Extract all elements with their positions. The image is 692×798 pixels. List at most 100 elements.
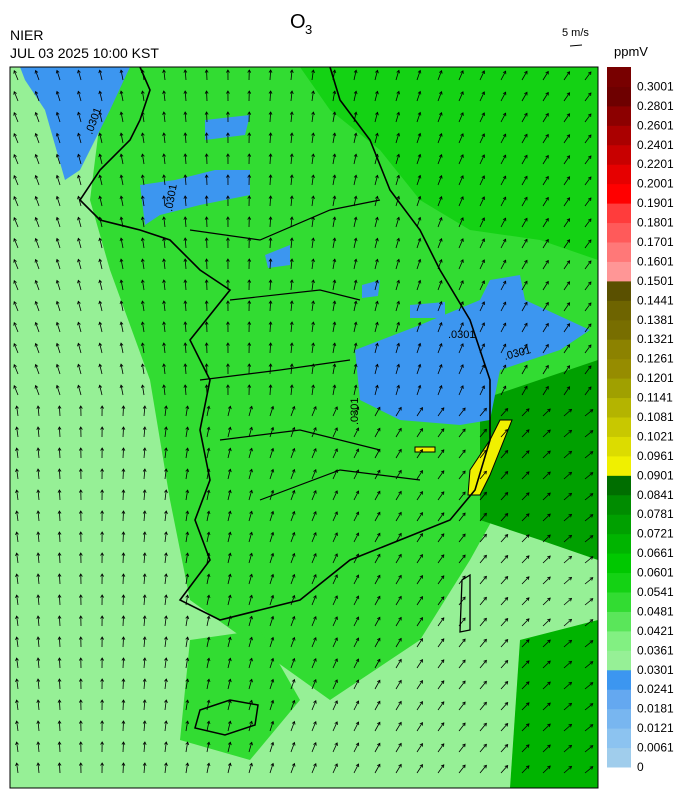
wind-arrowhead bbox=[291, 678, 296, 683]
wind-arrowhead bbox=[375, 216, 379, 221]
wind-arrowhead bbox=[481, 91, 485, 95]
wind-arrowhead bbox=[98, 363, 103, 368]
wind-arrowhead bbox=[525, 450, 530, 454]
wind-arrowhead bbox=[36, 405, 41, 409]
wind-arrowhead bbox=[504, 659, 509, 664]
wind-arrowhead bbox=[185, 573, 190, 578]
wind-arrowhead bbox=[525, 744, 530, 748]
wind-arrow bbox=[332, 133, 336, 144]
wind-arrowhead bbox=[504, 743, 509, 748]
wind-arrowhead bbox=[589, 598, 594, 602]
wind-arrow bbox=[353, 574, 359, 585]
wind-arrowhead bbox=[291, 531, 296, 536]
colorbar-label: 0.0601 bbox=[637, 566, 674, 580]
wind-arrow bbox=[122, 636, 124, 648]
wind-arrow bbox=[185, 679, 189, 690]
wind-arrow bbox=[290, 763, 295, 774]
wind-arrowhead bbox=[140, 279, 145, 284]
wind-arrowhead bbox=[396, 216, 401, 221]
wind-arrow bbox=[248, 511, 253, 522]
wind-arrowhead bbox=[55, 300, 60, 305]
wind-arrowhead bbox=[377, 532, 381, 537]
wind-arrowhead bbox=[227, 447, 232, 452]
wind-arrow bbox=[269, 469, 274, 480]
wind-arrowhead bbox=[504, 449, 509, 454]
wind-arrowhead bbox=[502, 301, 507, 306]
wind-arrow bbox=[521, 386, 528, 396]
wind-arrow bbox=[56, 238, 61, 249]
wind-arrowhead bbox=[291, 405, 296, 410]
wind-arrowhead bbox=[162, 363, 166, 367]
wind-arrowhead bbox=[377, 658, 381, 663]
wind-arrow bbox=[269, 342, 272, 354]
wind-arrow bbox=[332, 70, 336, 81]
wind-arrowhead bbox=[332, 258, 337, 263]
wind-arrow bbox=[479, 364, 485, 375]
wind-arrow bbox=[374, 722, 381, 732]
wind-arrowhead bbox=[206, 468, 211, 473]
wind-arrow bbox=[437, 280, 442, 291]
wind-arrowhead bbox=[332, 384, 337, 389]
wind-arrowhead bbox=[100, 720, 104, 724]
wind-arrow bbox=[13, 175, 19, 186]
wind-arrowhead bbox=[311, 258, 315, 263]
wind-arrow bbox=[35, 112, 40, 123]
wind-arrowhead bbox=[57, 657, 62, 661]
wind-arrowhead bbox=[311, 321, 315, 326]
wind-arrow bbox=[563, 302, 570, 312]
wind-arrowhead bbox=[57, 741, 62, 745]
wind-arrowhead bbox=[524, 175, 528, 180]
wind-arrowhead bbox=[440, 575, 445, 579]
wind-arrow bbox=[37, 700, 40, 711]
wind-arrowhead bbox=[204, 321, 209, 325]
wind-arrow bbox=[563, 386, 570, 396]
wind-arrow bbox=[374, 301, 378, 312]
wind-arrow bbox=[437, 196, 442, 207]
wind-arrow bbox=[164, 553, 167, 564]
wind-arrow bbox=[500, 175, 506, 186]
wind-arrowhead bbox=[140, 111, 145, 116]
wind-arrow bbox=[374, 617, 381, 627]
wind-arrowhead bbox=[524, 238, 528, 243]
wind-arrow bbox=[500, 534, 508, 543]
wind-arrowhead bbox=[375, 279, 379, 284]
wind-arrowhead bbox=[183, 69, 188, 73]
wind-arrow bbox=[16, 763, 19, 774]
wind-arrowhead bbox=[98, 153, 103, 158]
wind-arrowhead bbox=[164, 489, 168, 493]
wind-arrowhead bbox=[15, 594, 19, 599]
wind-arrow bbox=[374, 575, 381, 585]
wind-arrowhead bbox=[119, 321, 124, 326]
wind-arrow bbox=[521, 534, 530, 543]
wind-arrowhead bbox=[547, 408, 551, 413]
wind-arrowhead bbox=[183, 90, 188, 94]
wind-arrowhead bbox=[270, 615, 275, 620]
wind-arrowhead bbox=[398, 637, 402, 642]
wind-arrowhead bbox=[460, 175, 464, 179]
wind-arrowhead bbox=[545, 133, 549, 138]
wind-arrowhead bbox=[547, 723, 551, 728]
wind-arrowhead bbox=[249, 573, 253, 578]
wind-arrowhead bbox=[502, 175, 507, 180]
wind-arrowhead bbox=[270, 741, 275, 746]
wind-arrowhead bbox=[419, 742, 423, 747]
wind-arrowhead bbox=[121, 678, 126, 682]
wind-arrowhead bbox=[377, 574, 381, 579]
wind-arrow bbox=[332, 301, 336, 312]
wind-arrow bbox=[332, 532, 338, 543]
wind-arrow bbox=[77, 343, 82, 354]
wind-arrow bbox=[374, 701, 381, 711]
wind-arrowhead bbox=[568, 702, 573, 707]
wind-arrowhead bbox=[332, 195, 337, 200]
wind-arrowhead bbox=[417, 90, 422, 95]
wind-arrow bbox=[416, 364, 421, 375]
colorbar-label: 0.1021 bbox=[637, 429, 674, 443]
wind-arrowhead bbox=[504, 512, 509, 517]
wind-arrowhead bbox=[206, 405, 211, 410]
wind-arrowhead bbox=[589, 766, 594, 770]
wind-arrowhead bbox=[206, 636, 211, 641]
wind-arrowhead bbox=[15, 657, 19, 662]
wind-arrowhead bbox=[417, 69, 422, 74]
wind-arrowhead bbox=[547, 513, 551, 518]
wind-arrowhead bbox=[100, 531, 104, 535]
